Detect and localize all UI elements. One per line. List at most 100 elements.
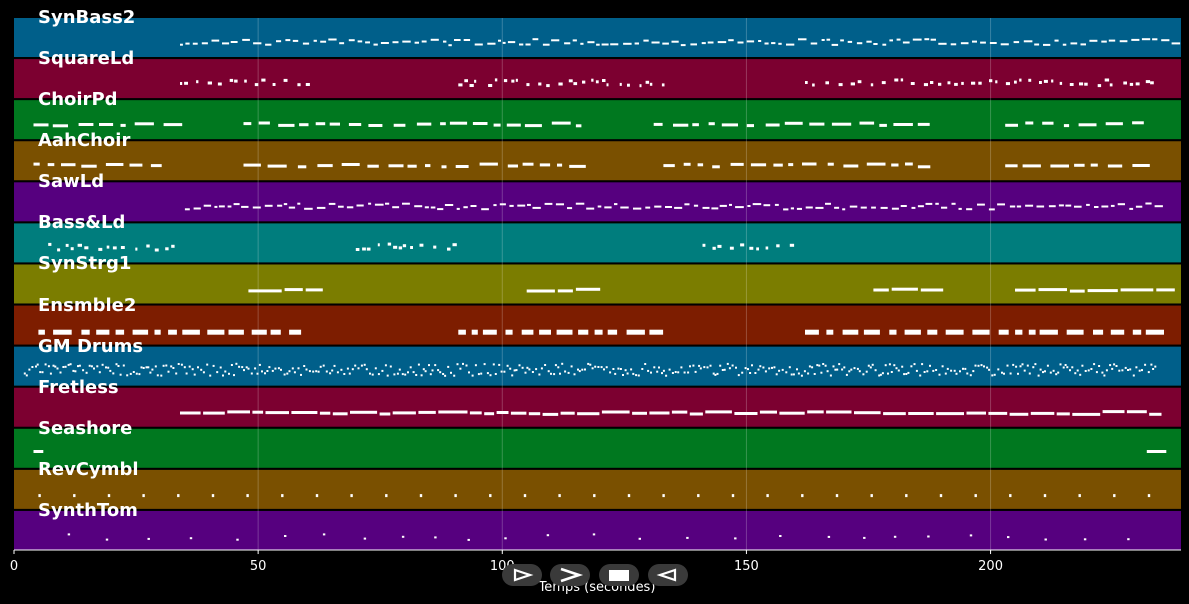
note [1064,364,1067,366]
note [154,248,159,252]
note [511,79,515,83]
note [706,366,709,369]
note [930,38,936,41]
note [661,83,665,87]
note [230,364,233,366]
note [285,39,291,42]
note [1101,40,1107,43]
note [241,205,249,208]
note [1009,494,1012,498]
note [907,371,910,374]
note [850,368,853,371]
note [843,366,846,369]
note [680,44,686,47]
note [1063,124,1070,128]
next-button[interactable] [550,564,590,586]
note [632,372,635,375]
note [365,41,370,44]
note [528,412,541,416]
note [230,41,238,43]
note [346,367,349,370]
note [662,494,665,498]
note [93,367,95,370]
note [1015,365,1018,368]
note [857,80,862,84]
note [747,368,749,371]
note [1043,494,1047,498]
note [847,40,853,43]
note [703,366,706,369]
note [860,206,867,209]
note [252,206,261,209]
track-notes [248,287,1175,293]
note [995,80,998,84]
note [577,368,579,371]
note [254,367,257,370]
note [1109,83,1113,87]
note [454,39,461,41]
note [112,246,117,250]
note [1098,365,1101,367]
note [107,494,111,498]
note [658,366,660,369]
note [469,411,482,415]
note [559,372,561,375]
note [790,373,793,376]
note [348,39,355,42]
note [622,374,624,376]
stop-button[interactable] [599,564,639,586]
note [425,164,431,168]
note [206,363,209,366]
note [180,82,183,85]
note [526,83,530,87]
note [25,374,28,377]
note [871,206,876,209]
note [966,372,969,375]
note [901,365,904,368]
note [216,371,219,374]
note [47,365,50,368]
note [762,366,765,369]
note [726,362,729,365]
note [332,412,348,416]
note [443,40,447,43]
note [910,365,913,368]
note [820,371,823,374]
note [180,363,183,366]
note [731,364,734,367]
note [1145,202,1152,205]
note [1054,39,1059,42]
note [993,373,996,376]
note [316,206,326,209]
note [233,374,235,377]
note [464,79,468,83]
note [398,246,403,250]
note [467,538,470,541]
note [54,365,57,368]
rewind-button[interactable] [648,564,688,586]
note [448,44,452,47]
note [812,83,815,87]
note [265,43,272,46]
note [64,365,67,368]
note [917,122,930,126]
note [340,368,343,371]
note [193,373,196,376]
note [714,373,717,376]
note [52,124,68,128]
play-button[interactable] [502,564,542,586]
note [1109,364,1112,367]
note [277,367,280,370]
track-band [14,18,1181,57]
note [835,494,839,498]
note [989,79,993,83]
note [821,39,825,41]
note [551,121,571,125]
note [1028,372,1031,375]
note [1141,369,1143,372]
note [1066,329,1084,335]
note [572,39,577,42]
note [507,41,516,44]
note [867,364,870,367]
note [1079,373,1082,376]
